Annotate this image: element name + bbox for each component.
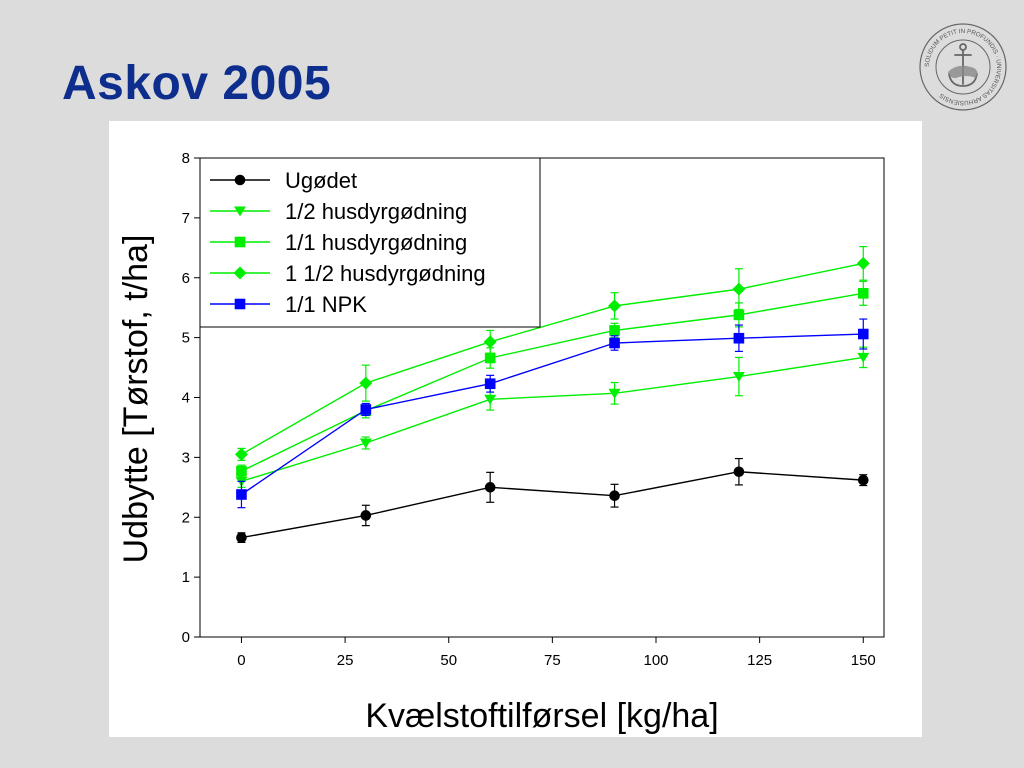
series-line	[241, 262, 864, 455]
series-2	[236, 280, 869, 478]
y-tick-label: 2	[182, 509, 190, 526]
legend-marker	[234, 236, 246, 248]
data-point	[733, 466, 745, 478]
series-0	[236, 457, 869, 543]
series-line	[241, 471, 864, 539]
legend-marker	[234, 206, 246, 217]
y-tick-label: 6	[182, 270, 190, 287]
data-point	[483, 335, 497, 349]
series-3	[234, 246, 870, 461]
y-tick-label: 0	[182, 629, 190, 646]
data-point	[484, 394, 497, 405]
slide-title: Askov 2005	[62, 57, 332, 110]
university-seal-icon: SOLIDUM PETIT IN PROFUNDIS · UNIVERSITAS…	[919, 23, 1007, 111]
legend: Ugødet 1/2 husdyrgødning 1/1 husdyrgødning…	[199, 157, 541, 328]
legend-label: 1/1 NPK	[285, 292, 367, 317]
yield-chart: 0 1 2 3 4 5 6 7 8 0 25 50 75 100 125 150 Ugødet 1/2 hus…	[117, 150, 885, 735]
data-point	[732, 372, 745, 382]
x-tick-label: 0	[237, 652, 245, 669]
y-tick-label: 8	[182, 150, 190, 167]
y-axis: 0 1 2 3 4 5 6 7 8	[182, 150, 200, 646]
data-point	[360, 510, 372, 521]
data-point	[484, 482, 496, 493]
series-1	[235, 346, 870, 488]
y-tick-label: 1	[182, 569, 190, 586]
data-point	[609, 490, 620, 501]
legend-label: 1/1 husdyrgødning	[285, 230, 467, 255]
data-point	[609, 337, 620, 349]
y-axis-label: Udbytte [Tørstof, t/ha]	[117, 235, 155, 564]
data-point	[359, 438, 372, 449]
data-point	[857, 352, 870, 363]
series-line	[241, 356, 864, 482]
data-point	[609, 325, 620, 336]
data-point	[236, 465, 247, 477]
data-point	[484, 378, 496, 390]
x-axis: 0 25 50 75 100 125 150	[237, 637, 876, 669]
y-tick-label: 5	[182, 330, 190, 347]
data-point	[856, 256, 870, 270]
data-point	[484, 352, 496, 364]
legend-label: Ugødet	[285, 168, 357, 193]
y-tick-label: 4	[182, 390, 190, 407]
chart-panel: 0 1 2 3 4 5 6 7 8 0 25 50 75 100 125 150 Ugødet 1/2 hus…	[109, 121, 922, 737]
data-point	[359, 376, 373, 390]
y-tick-label: 7	[182, 210, 190, 227]
data-point	[360, 404, 372, 415]
data-point	[857, 288, 869, 299]
x-axis-label: Kvælstoftilførsel [kg/ha]	[365, 697, 718, 735]
data-point	[857, 474, 869, 486]
series-line	[241, 292, 864, 472]
data-point	[733, 332, 745, 344]
legend-label: 1 1/2 husdyrgødning	[285, 261, 486, 286]
data-point	[732, 282, 746, 296]
x-tick-label: 150	[851, 652, 876, 669]
data-point	[608, 388, 621, 399]
series-layer	[234, 246, 870, 543]
legend-label: 1/2 husdyrgødning	[285, 199, 467, 224]
x-tick-label: 75	[544, 652, 561, 669]
data-point	[857, 328, 869, 340]
data-point	[236, 489, 247, 500]
x-tick-label: 25	[337, 652, 354, 669]
x-tick-label: 50	[440, 652, 457, 669]
legend-marker	[234, 174, 246, 186]
series-4	[236, 318, 869, 509]
data-point	[733, 309, 745, 321]
legend-marker	[234, 298, 246, 310]
data-point	[234, 447, 248, 461]
data-point	[608, 299, 622, 313]
x-tick-label: 125	[747, 652, 772, 669]
y-tick-label: 3	[182, 449, 190, 466]
legend-marker	[233, 266, 247, 280]
data-point	[236, 532, 247, 543]
series-line	[241, 333, 864, 496]
x-tick-label: 100	[643, 652, 668, 669]
